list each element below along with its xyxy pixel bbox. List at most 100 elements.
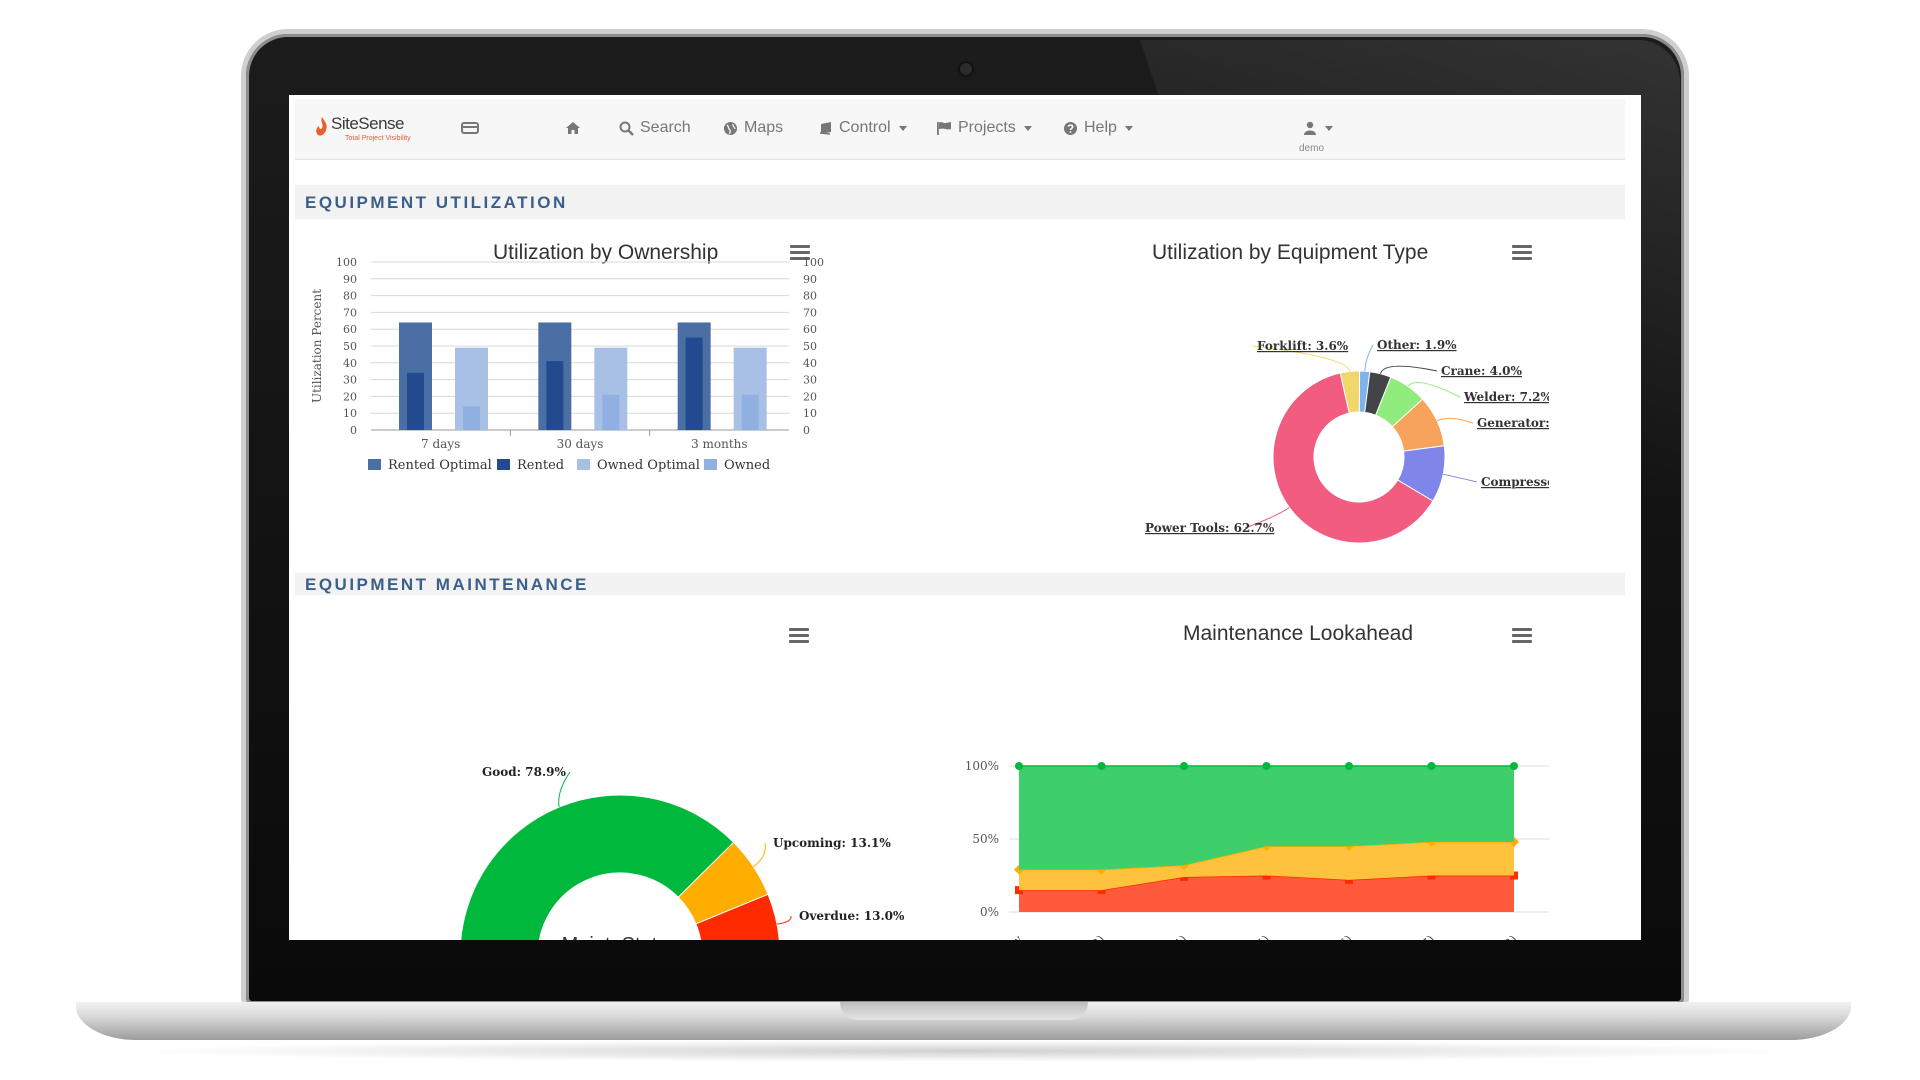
control-label: Control (839, 119, 891, 136)
point-good (1180, 762, 1188, 770)
connector-line (776, 915, 792, 925)
gauge-label: Upcoming: 13.1% (773, 836, 891, 850)
point-good (1510, 762, 1518, 770)
y-tick-label-left: 100 (336, 256, 357, 269)
laptop-notch (840, 1002, 1088, 1020)
connector-line (1407, 381, 1461, 398)
chart-menu-ownership[interactable] (790, 245, 810, 261)
laptop-shadow (120, 1040, 1810, 1062)
legend-swatch (368, 459, 381, 470)
flag-icon (937, 122, 951, 135)
y-tick-label-left: 10 (343, 407, 357, 420)
bar-owned (463, 406, 480, 430)
point-good (1427, 762, 1436, 770)
x-tick-label: 3 months (691, 437, 748, 451)
chart-title-ownership: Utilization by Ownership (493, 241, 719, 264)
pie-label: Welder: 7.2% (1463, 390, 1549, 404)
bar-owned (602, 394, 620, 430)
chart-menu-lookahead[interactable] (1512, 628, 1532, 644)
connector-line (1380, 365, 1438, 374)
bar-rented (546, 361, 564, 430)
gauge-label: Good: 78.9% (482, 765, 566, 779)
pie-label: Compressor: 10.6% (1481, 475, 1549, 489)
point-good (1015, 762, 1023, 770)
user-menu-dropdown[interactable] (1303, 115, 1333, 141)
utilization-ownership-chart: 0 0 10 10 20 20 30 30 40 40 50 50 60 60 70 70 80 80 90 90 10… (310, 256, 824, 473)
x-tick-label: Mon (9/14) (1133, 932, 1191, 940)
chart-title-equipment-type: Utilization by Equipment Type (1152, 241, 1429, 264)
maps-label: Maps (744, 119, 784, 136)
maintenance-lookahead-chart: 0% 50% 100% Tomorrow Sun (9/13) Mon (9/14) Tue… (965, 759, 1549, 940)
question-circle-icon (1064, 121, 1077, 135)
sitesense-logo[interactable]: SiteSense Total Project Visibility (315, 111, 445, 145)
x-tick-label: 7 days (421, 437, 460, 451)
projects-nav-dropdown[interactable]: Projects (936, 115, 1032, 141)
chevron-down-icon (1124, 125, 1133, 131)
gauge-slice (460, 794, 735, 940)
y-tick-label-left: 40 (343, 357, 357, 370)
search-icon (619, 121, 634, 136)
card-nav-button[interactable] (461, 115, 479, 141)
section-title: EQUIPMENT UTILIZATION (305, 193, 568, 212)
brand-name: SiteSense (331, 114, 405, 133)
y-tick-label-right: 90 (803, 273, 817, 286)
y-tick-label: 50% (972, 832, 999, 846)
globe-icon (724, 121, 737, 135)
y-tick-label-right: 80 (803, 290, 817, 303)
y-tick-label-left: 70 (343, 306, 357, 319)
brand-tagline: Total Project Visibility (345, 135, 411, 142)
help-label: Help (1084, 119, 1117, 136)
y-tick-label-right: 60 (803, 323, 817, 336)
maintenance-status-chart: Good: 78.9% Upcoming: 13.1% Overdue: 13.0%… (460, 765, 905, 940)
y-tick-label-right: 100 (803, 256, 824, 269)
connector-line (1244, 507, 1290, 529)
legend-swatch (704, 459, 717, 470)
chart-menu-maint-status[interactable] (789, 628, 809, 644)
area-upcoming (1019, 841, 1514, 891)
legend-label: Rented Optimal (388, 458, 492, 473)
equipment-maintenance-header: EQUIPMENT MAINTENANCE (295, 573, 1625, 595)
equipment-utilization-header: EQUIPMENT UTILIZATION (295, 185, 1625, 219)
control-nav-dropdown[interactable]: Control (819, 115, 907, 141)
maps-nav-button[interactable]: Maps (723, 115, 783, 141)
gauge-slice (695, 893, 780, 940)
connector-line (1436, 417, 1474, 424)
y-tick-label-left: 60 (343, 323, 357, 336)
legend-swatch (497, 459, 510, 470)
y-tick-label-right: 0 (803, 424, 810, 437)
pie-label: Power Tools: 62.7% (1145, 521, 1275, 535)
x-tick-label: Sun (9/13) (1053, 932, 1108, 940)
y-axis-title: Utilization Percent (310, 289, 324, 403)
webcam (960, 63, 972, 75)
area-good (1019, 766, 1514, 870)
user-icon (1304, 121, 1316, 135)
pie-label: Generator: 9.6% (1477, 416, 1549, 430)
app-screen: SiteSense Total Project Visibility Searc… (289, 95, 1641, 940)
search-nav-button[interactable]: Search (619, 115, 691, 141)
y-tick-label-left: 50 (343, 340, 357, 353)
chevron-down-icon (898, 125, 907, 131)
help-nav-dropdown[interactable]: Help (1063, 115, 1133, 141)
y-tick-label-left: 90 (343, 273, 357, 286)
pie-slice (1272, 372, 1434, 544)
y-tick-label-right: 70 (803, 306, 817, 319)
legend-label: Owned Optimal (597, 458, 700, 473)
chart-menu-equipment-type[interactable] (1512, 245, 1532, 261)
y-tick-label-right: 40 (803, 357, 817, 370)
y-tick-label-left: 0 (350, 424, 357, 437)
connector-line (1443, 473, 1478, 483)
point-good (1097, 762, 1106, 770)
x-tick-label: Weds (9/16) (1294, 932, 1355, 940)
point-good (1262, 762, 1271, 770)
home-nav-button[interactable] (565, 115, 581, 141)
utilization-type-chart: Forklift: 3.6% Other: 1.9% Crane: 4.0% Weld… (1145, 338, 1549, 544)
legend-label: Rented (517, 458, 564, 473)
connector-line (753, 842, 766, 868)
binder-icon (819, 122, 831, 135)
y-tick-label-right: 10 (803, 407, 817, 420)
top-navbar: SiteSense Total Project Visibility Searc… (295, 99, 1625, 160)
connector-line (1364, 344, 1374, 372)
gauge-center-label: Maint. Status (562, 934, 679, 940)
card-icon (461, 122, 479, 134)
chevron-down-icon (1325, 125, 1333, 131)
